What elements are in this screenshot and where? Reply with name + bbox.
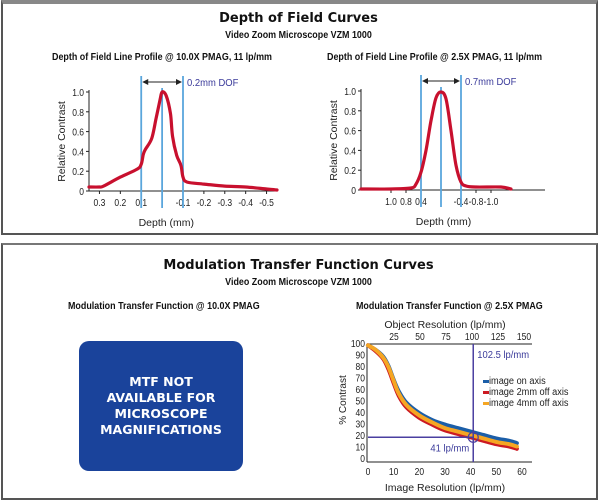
mtf-panel-subtitle: Video Zoom Microscope VZM 1000 (225, 276, 372, 288)
mtf-x-axis-label: Image Resolution (lp/mm) (385, 482, 505, 494)
dof2-y-tick-label: 0 (351, 185, 356, 196)
mtf-y-tick-label: 80 (356, 361, 365, 372)
dof2-y-tick-label: 0.2 (344, 166, 356, 177)
dof1-x-axis-label: Depth (mm) (139, 217, 194, 229)
mtf-legend-label: image on axis (489, 376, 546, 387)
dof-panel-subtitle: Video Zoom Microscope VZM 1000 (225, 29, 372, 41)
mtf-image-resolution-annotation: 41 lp/mm (430, 443, 469, 455)
mtf-top-tick-label: 75 (441, 331, 450, 342)
dof2-contrast-curve (359, 90, 513, 191)
mtf-y-tick-label: 90 (356, 350, 365, 361)
dof1-y-tick-label: 0.4 (72, 147, 84, 158)
dof2-y-tick-label: 0.4 (344, 146, 356, 157)
mtf-series-image-4mm-off-axis (366, 343, 519, 449)
mtf-y-tick-label: 0 (360, 453, 365, 464)
mtf-top-axis-label: Object Resolution (lp/mm) (384, 319, 505, 331)
dof2-x-tick-label: -0.8 (469, 196, 484, 207)
mtf-top-tick-label: 125 (491, 331, 505, 342)
dof2-y-tick-label: 0.8 (344, 106, 356, 117)
dof1-y-tick-label: 1.0 (72, 87, 84, 98)
mtf-x-tick-label: 20 (415, 466, 424, 477)
dof1-dof-arrowhead-left (142, 79, 149, 85)
dof1-y-tick-label: 0 (79, 186, 84, 197)
dof1-dof-annotation: 0.2mm DOF (187, 78, 238, 90)
dof2-dof-annotation: 0.7mm DOF (465, 77, 516, 89)
dof1-x-tick-label: -0.3 (217, 197, 232, 208)
dof2-x-tick-label: 0.8 (400, 196, 412, 207)
mtf-y-tick-label: 50 (356, 396, 365, 407)
dof2-x-axis-label: Depth (mm) (416, 216, 471, 228)
dof1-x-tick-label: 0.2 (114, 197, 126, 208)
dof-chart1-title: Depth of Field Line Profile @ 10.0X PMAG… (52, 51, 272, 63)
mtf-intersection-marker (467, 431, 479, 443)
dof1-x-tick-label: -0.5 (259, 197, 274, 208)
dof-panel-title: Depth of Field Curves (219, 11, 378, 26)
mtf-x-tick-label: 60 (517, 466, 526, 477)
mtf-y-tick-label: 10 (356, 442, 365, 453)
mtf-y-tick-label: 60 (356, 384, 365, 395)
dof1-y-tick-label: 0.8 (72, 107, 84, 118)
mtf-unavailable-notice: MTF NOT AVAILABLE FOR MICROSCOPE MAGNIFI… (79, 341, 243, 471)
mtf-y-axis-label: % Contrast (338, 375, 349, 425)
dof1-x-tick-label: -0.2 (197, 197, 212, 208)
mtf-legend-swatch (483, 380, 489, 383)
mtf-right-title: Modulation Transfer Function @ 2.5X PMAG (356, 300, 543, 312)
depth-of-field-panel (1, 0, 598, 235)
mtf-x-tick-label: 10 (389, 466, 398, 477)
mtf-top-tick-label: 150 (517, 331, 531, 342)
dof1-y-axis-label: Relative Contrast (56, 101, 68, 182)
dof2-x-tick-label: -1.0 (484, 196, 499, 207)
dof2-y-tick-label: 0.6 (344, 126, 356, 137)
dof1-x-tick-label: 0.3 (94, 197, 106, 208)
dof2-y-tick-label: 1.0 (344, 86, 356, 97)
mtf-x-tick-label: 50 (492, 466, 501, 477)
mtf-x-tick-label: 40 (466, 466, 475, 477)
mtf-legend-label: image 4mm off axis (489, 398, 569, 409)
mtf-y-tick-label: 30 (356, 419, 365, 430)
mtf-top-tick-label: 25 (389, 331, 398, 342)
mtf-left-title: Modulation Transfer Function @ 10.0X PMA… (68, 300, 260, 312)
dof1-y-tick-label: 0.6 (72, 127, 84, 138)
dof1-y-tick-label: 0.2 (72, 167, 84, 178)
dof-chart2-title: Depth of Field Line Profile @ 2.5X PMAG,… (327, 51, 543, 63)
mtf-legend-label: image 2mm off axis (489, 387, 569, 398)
mtf-unavailable-text: MTF NOT AVAILABLE FOR MICROSCOPE MAGNIFI… (100, 374, 222, 437)
dof2-y-axis-label: Relative Contrast (328, 100, 340, 181)
dof2-x-tick-label: 1.0 (385, 196, 397, 207)
mtf-legend-swatch (483, 402, 489, 405)
mtf-y-tick-label: 20 (356, 430, 365, 441)
mtf-top-tick-label: 100 (465, 331, 479, 342)
mtf-y-tick-label: 40 (356, 407, 365, 418)
dof2-dof-arrowhead-left (422, 78, 428, 84)
mtf-x-tick-label: 30 (440, 466, 449, 477)
dof1-dof-arrowhead-right (176, 79, 182, 85)
mtf-top-tick-label: 50 (415, 331, 424, 342)
mtf-y-tick-label: 100 (351, 338, 365, 349)
mtf-x-tick-label: 0 (366, 466, 371, 477)
dof1-contrast-curve (87, 90, 279, 192)
mtf-legend-swatch (483, 391, 489, 394)
mtf-y-tick-label: 70 (356, 373, 365, 384)
dof2-dof-arrowhead-right (454, 78, 460, 84)
mtf-panel-title: Modulation Transfer Function Curves (163, 258, 434, 273)
dof1-x-tick-label: -0.4 (238, 197, 253, 208)
mtf-object-resolution-annotation: 102.5 lp/mm (477, 350, 529, 362)
